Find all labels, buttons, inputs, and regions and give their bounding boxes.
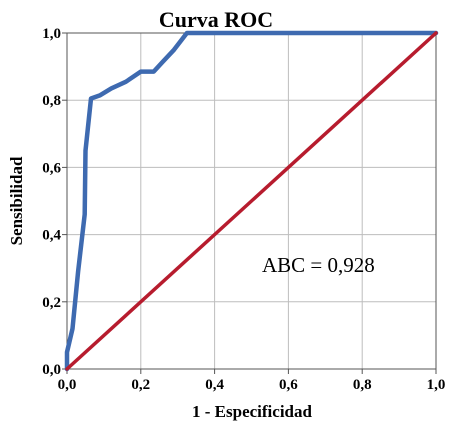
y-tick-label: 0,2 [42, 295, 61, 311]
y-tick-label: 1,0 [42, 26, 61, 42]
x-tick-label: 0,2 [131, 377, 150, 393]
x-tick-label: 1,0 [427, 377, 446, 393]
x-axis-title: 1 - Especificidad [192, 402, 312, 421]
axis-ticks: 0,0 0,2 0,4 0,6 0,8 1,0 0,0 0,2 0,4 0,6 0,8 1,0 [42, 26, 445, 393]
x-tick-label: 0,8 [353, 377, 372, 393]
y-tick-label: 0,4 [42, 228, 61, 244]
x-tick-label: 0,4 [205, 377, 224, 393]
y-tick-label: 0,8 [42, 93, 61, 109]
y-axis-title: Sensibilidad [7, 156, 26, 245]
chart-title: Curva ROC [159, 7, 273, 32]
y-tick-label: 0,0 [42, 362, 61, 378]
roc-curve-line [64, 30, 439, 372]
x-tick-label: 0,0 [58, 377, 77, 393]
auc-annotation: ABC = 0,928 [262, 253, 375, 277]
series [64, 30, 439, 372]
y-tick-label: 0,6 [42, 160, 61, 176]
reference-diagonal-line [65, 31, 438, 371]
x-tick-label: 0,6 [279, 377, 298, 393]
